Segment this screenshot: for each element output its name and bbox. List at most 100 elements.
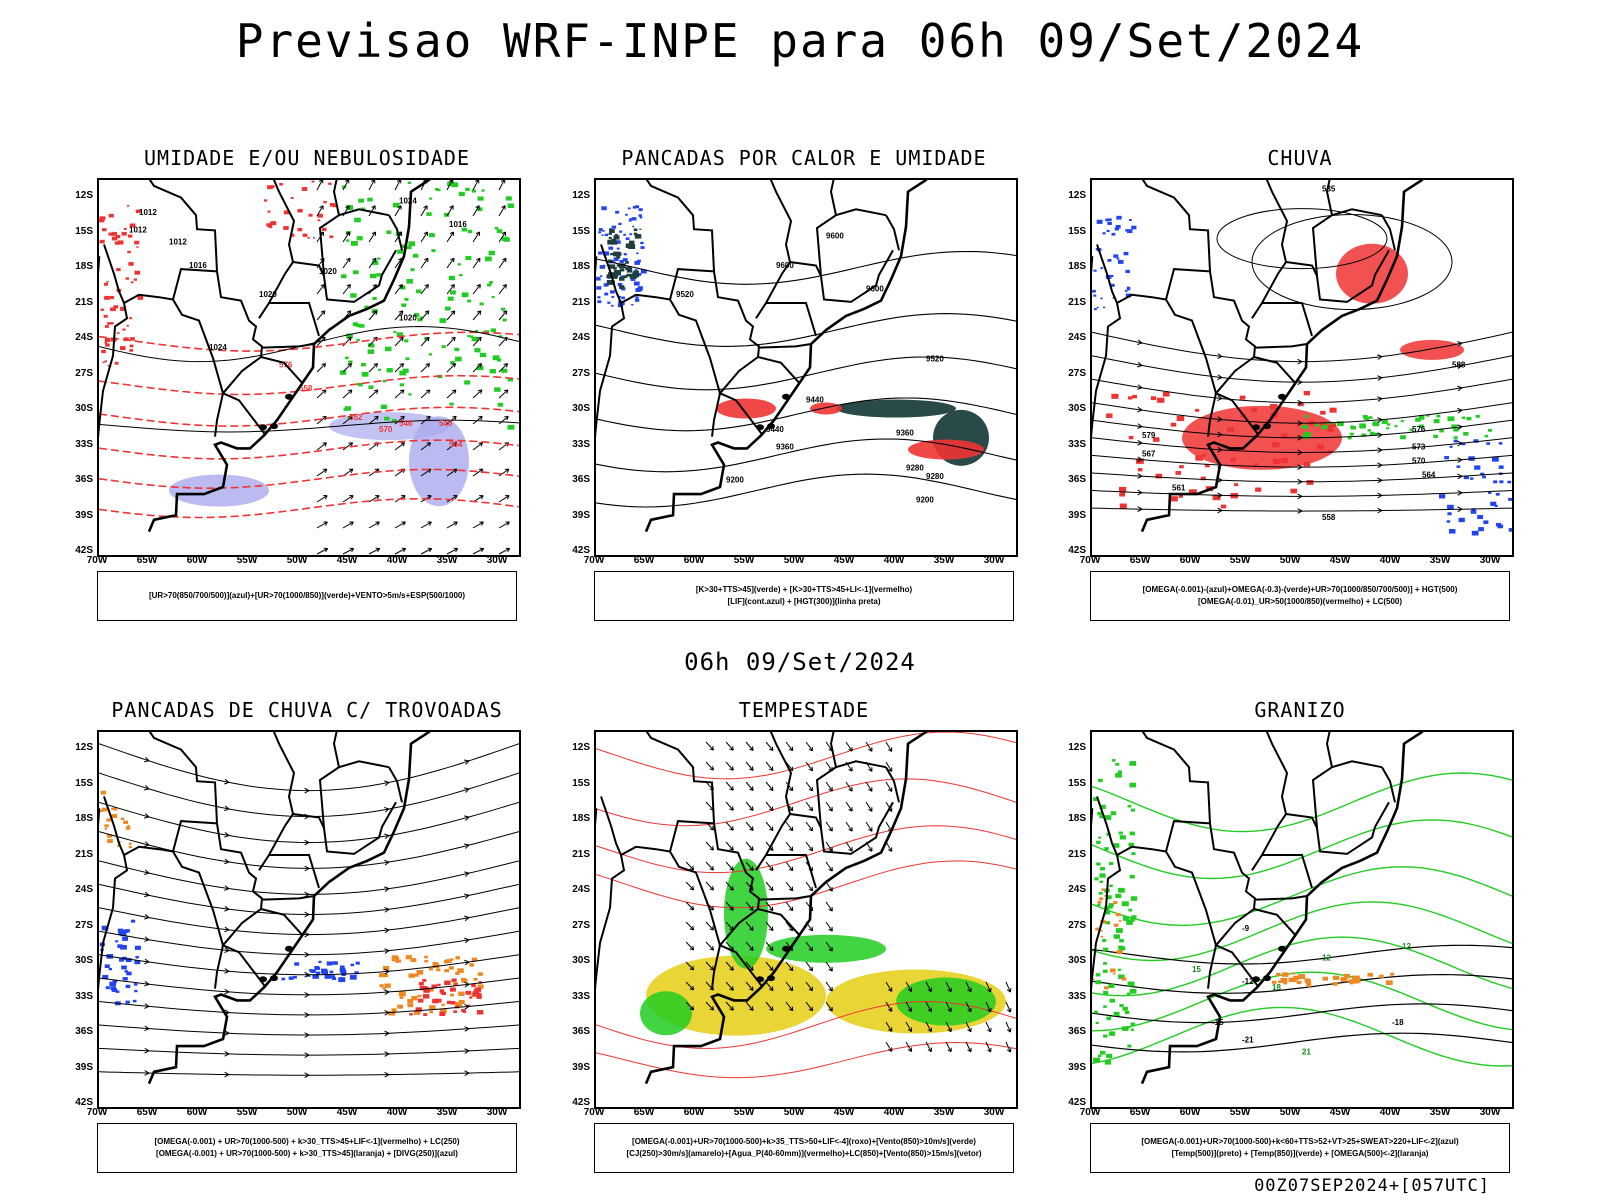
border-line [789,801,894,855]
field-cell [1126,287,1131,291]
lake [782,945,790,952]
lat-tick-label: 12S [75,742,93,753]
field-cell [1449,445,1453,448]
lat-tick-label: 42S [572,1097,590,1108]
field-cell [391,418,397,423]
lat-tick-label: 24S [75,884,93,895]
field-cell [1448,528,1456,534]
lon-tick-label: 35W [1429,1107,1451,1118]
field-cell [1470,477,1474,480]
lat-tick-label: 33S [1068,438,1086,450]
wind-vector-head [887,1027,893,1032]
wind-vector-head [474,180,480,184]
field-cell [473,977,478,981]
wind-vector-head [399,389,405,394]
wind-vector [945,1021,952,1032]
field-cell [117,240,124,245]
legend-line: [OMEGA(-0.001) + UR>70(1000-500) + k>30_… [156,1149,458,1158]
panel-title: TEMPESTADE [738,698,870,722]
field-cell [1124,290,1127,292]
streamline [1092,355,1512,383]
wind-vector-head [887,767,893,772]
field-cell [1444,456,1449,460]
field-cell [599,265,605,269]
field-cell [348,360,353,364]
field-cell [394,956,400,961]
streamline-arrow [304,971,311,978]
wind-vector [446,363,456,373]
wind-vector-head [423,205,428,210]
wind-vector [965,981,972,993]
streamline-arrow [144,958,151,965]
lat-tick-label: 33S [75,438,93,450]
wind-vector [825,981,833,992]
lat-tick-label: 27S [572,919,590,931]
contour-label: 567 [1142,450,1156,459]
contour-label: 1020 [319,267,337,276]
lat-tick-label: 24S [1068,332,1086,343]
streamline-arrow [1297,358,1304,365]
field-cell [1446,520,1451,523]
wind-vector [805,741,813,752]
contour-label: 540 [439,419,453,428]
field-cell [331,975,336,978]
wind-vector-head [449,205,454,210]
contour-label: 9600 [776,261,794,270]
field-cell [1099,815,1104,819]
wind-vector-head [448,180,454,184]
streamline-arrow [1297,478,1304,485]
field-cell [1119,951,1123,954]
field-cell [1291,978,1297,982]
field-cell [494,226,499,230]
field-cell [350,293,357,298]
wind-vector [685,901,695,911]
wind-vector-head [321,363,327,368]
lat-tick-label: 18S [75,261,93,272]
wind-vector [825,1001,833,1012]
lat-tick-label: 24S [75,332,93,343]
field-cell [1212,494,1221,501]
field-cell [1418,424,1424,428]
lat-tick-label: 33S [1068,990,1086,1002]
field-cell [116,268,121,272]
wind-vector [472,310,482,321]
lat-tick-label: 27S [1068,919,1086,931]
field-cell [1127,981,1135,987]
border-line [829,180,837,216]
wind-vector [985,1041,992,1053]
wind-vector-head [1006,1048,1012,1053]
wind-vector [685,941,695,951]
wind-vector-head [828,986,833,992]
field-cell [316,971,321,975]
field-cell [477,984,484,989]
lon-tick-label: 35W [436,1107,458,1118]
field-cell [1095,247,1100,251]
field-cell [108,232,113,236]
wind-vector-head [927,1007,932,1013]
wind-vector-head [709,1006,714,1011]
border-line [260,356,303,384]
field-cell [626,273,631,277]
field-cell [1272,458,1280,464]
wind-vector-head [868,827,873,832]
wind-vector-head [987,1027,992,1033]
streamline-arrow [1457,424,1464,430]
contour-label: 9280 [926,472,944,481]
field-cell [385,346,392,352]
field-cell [1234,483,1239,487]
wind-vector [825,881,833,892]
border-line [757,356,800,384]
field-cell [1508,497,1512,501]
field-cell [608,246,614,250]
field-cell [476,365,484,371]
field-cell [128,842,132,845]
wind-vector-head [749,1006,754,1011]
wind-vector [368,495,380,503]
field-cell [399,370,407,376]
field-cell [426,212,432,216]
wind-vector [785,1001,794,1011]
wind-vector-head [477,389,483,394]
lat-tick-label: 42S [1068,545,1086,556]
lat-tick-label: 12S [75,190,93,201]
legend-line: [OMEGA(-0.001)+UR>70(1000-500)+k>35_TTS>… [632,1137,976,1146]
